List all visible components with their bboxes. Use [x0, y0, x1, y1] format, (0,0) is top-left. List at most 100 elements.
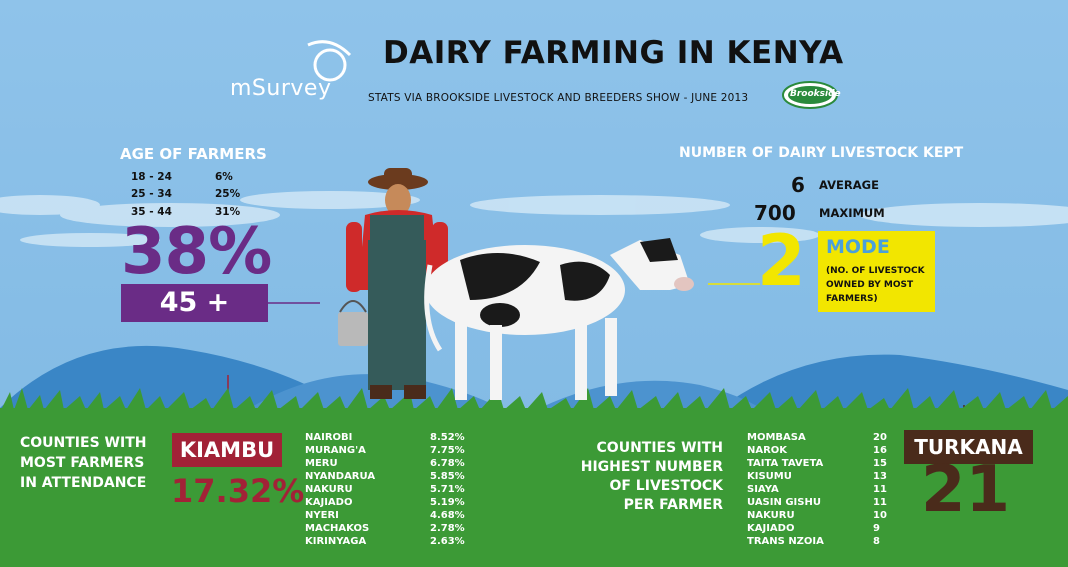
age-row: 35 - 44 31%: [131, 206, 240, 218]
livestock-top-value: 21: [921, 453, 1011, 527]
mode-box: [818, 231, 935, 312]
county-value: 9: [873, 523, 880, 534]
county-value: 5.85%: [430, 471, 465, 482]
livestock-county-row: MOMBASA 20: [747, 432, 887, 443]
livestock-counties-title: COUNTIES WITH HIGHEST NUMBER OF LIVESTOC…: [578, 439, 723, 515]
farmer-illustration: [338, 168, 448, 399]
county-value: 13: [873, 471, 887, 482]
age-highlight-pct: 38%: [121, 215, 272, 289]
livestock-county-row: KISUMU 13: [747, 471, 887, 482]
msurvey-logo-text: mSurvey: [230, 76, 332, 101]
livestock-top-county: TURKANA: [904, 430, 1033, 464]
age-range: 35 - 44: [131, 206, 172, 218]
hill-right: [720, 354, 1068, 408]
hill-left: [0, 345, 350, 408]
msurvey-logo-mark: [307, 40, 352, 82]
attendance-row: MURANG'A 7.75%: [305, 445, 465, 456]
livestock-counties-title-line: HIGHEST NUMBER: [580, 459, 723, 475]
attendance-section-title: COUNTIES WITH MOST FARMERS IN ATTENDANCE: [20, 433, 146, 493]
county-name: UASIN GISHU: [747, 497, 821, 508]
county-value: 2.63%: [430, 536, 465, 547]
county-value: 16: [873, 445, 887, 456]
county-name: NAIROBI: [305, 432, 353, 443]
attendance-row: NYERI 4.68%: [305, 510, 465, 521]
attendance-row: NYANDARUA 5.85%: [305, 471, 465, 482]
livestock-counties-title-line: OF LIVESTOCK: [609, 478, 723, 494]
attendance-row: NAKURU 5.71%: [305, 484, 465, 495]
county-name: KAJIADO: [747, 523, 795, 534]
county-value: 10: [873, 510, 887, 521]
attendance-top-county: KIAMBU: [172, 433, 282, 467]
attendance-row: MERU 6.78%: [305, 458, 465, 469]
age-row: 18 - 24 6%: [131, 171, 233, 183]
county-name: NYERI: [305, 510, 339, 521]
county-name: TRANS NZOIA: [747, 536, 824, 547]
county-value: 5.19%: [430, 497, 465, 508]
cow-illustration: [424, 238, 694, 400]
county-value: 5.71%: [430, 484, 465, 495]
county-name: MACHAKOS: [305, 523, 370, 534]
county-name: NAKURU: [747, 510, 795, 521]
livestock-county-row: NAKURU 10: [747, 510, 887, 521]
attendance-title-line: IN ATTENDANCE: [20, 475, 147, 491]
maximum-value: 700: [754, 201, 796, 225]
county-name: NYANDARUA: [305, 471, 376, 482]
county-value: 8: [873, 536, 880, 547]
county-value: 8.52%: [430, 432, 465, 443]
county-name: NAKURU: [305, 484, 353, 495]
county-value: 11: [873, 484, 887, 495]
county-name: MERU: [305, 458, 338, 469]
county-value: 6.78%: [430, 458, 465, 469]
attendance-title-line: MOST FARMERS: [20, 455, 145, 471]
mode-note: (NO. OF LIVESTOCK OWNED BY MOST FARMERS): [826, 266, 925, 304]
livestock-counties-title-line: COUNTIES WITH: [596, 440, 723, 456]
age-row: 25 - 34 25%: [131, 188, 240, 200]
county-name: KIRINYAGA: [305, 536, 367, 547]
mode-value: 2: [757, 220, 806, 302]
maximum-label: MAXIMUM: [819, 206, 885, 220]
county-value: 4.68%: [430, 510, 465, 521]
age-section-title: AGE OF FARMERS: [120, 145, 267, 163]
county-name: KAJIADO: [305, 497, 353, 508]
livestock-county-row: NAROK 16: [747, 445, 887, 456]
livestock-county-row: TRANS NZOIA 8: [747, 536, 880, 547]
attendance-row: MACHAKOS 2.78%: [305, 523, 465, 534]
hill-small: [540, 380, 760, 408]
attendance-row: NAIROBI 8.52%: [305, 432, 465, 443]
page-title: DAIRY FARMING IN KENYA: [383, 35, 844, 71]
livestock-counties-title-line: PER FARMER: [623, 497, 723, 513]
brookside-logo-text: Brookside: [790, 89, 841, 99]
average-value: 6: [791, 173, 805, 197]
county-name: TAITA TAVETA: [747, 458, 824, 469]
mode-label: MODE: [826, 236, 890, 258]
county-value: 11: [873, 497, 887, 508]
county-value: 20: [873, 432, 887, 443]
age-pct: 6%: [215, 171, 233, 183]
age-range: 18 - 24: [131, 171, 172, 183]
county-name: KISUMU: [747, 471, 792, 482]
livestock-county-row: TAITA TAVETA 15: [747, 458, 887, 469]
age-pct: 31%: [215, 206, 241, 218]
livestock-county-row: KAJIADO 9: [747, 523, 880, 534]
page-subtitle: STATS VIA BROOKSIDE LIVESTOCK AND BREEDE…: [368, 92, 749, 104]
livestock-county-row: SIAYA 11: [747, 484, 887, 495]
age-highlight-band: 45 +: [121, 284, 268, 322]
county-value: 15: [873, 458, 887, 469]
county-name: SIAYA: [747, 484, 779, 495]
average-label: AVERAGE: [819, 178, 879, 192]
county-value: 7.75%: [430, 445, 465, 456]
attendance-top-pct: 17.32%: [171, 472, 305, 510]
age-pct: 25%: [215, 188, 241, 200]
county-name: NAROK: [747, 445, 788, 456]
age-range: 25 - 34: [131, 188, 172, 200]
county-name: MOMBASA: [747, 432, 806, 443]
cloud-streaks: [0, 191, 1068, 247]
attendance-row: KIRINYAGA 2.63%: [305, 536, 465, 547]
county-name: MURANG'A: [305, 445, 366, 456]
livestock-section-title: NUMBER OF DAIRY LIVESTOCK KEPT: [679, 145, 964, 161]
brookside-logo-mark: [782, 81, 838, 109]
livestock-county-row: UASIN GISHU 11: [747, 497, 887, 508]
attendance-row: KAJIADO 5.19%: [305, 497, 465, 508]
county-value: 2.78%: [430, 523, 465, 534]
